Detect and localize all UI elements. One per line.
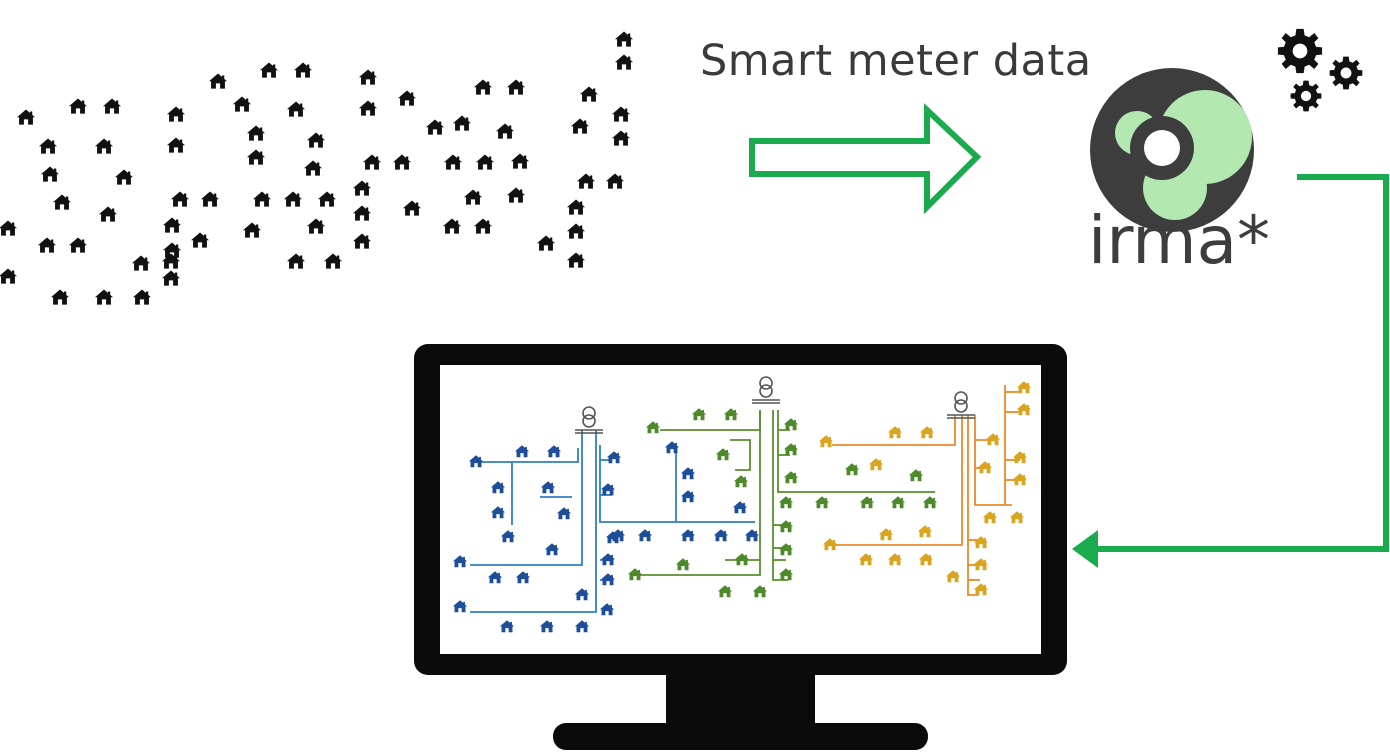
house-icon (232, 96, 252, 112)
house-icon (208, 73, 228, 89)
house-icon (38, 138, 58, 154)
house-icon (283, 191, 303, 207)
gear-icon (1277, 28, 1363, 112)
house-icon (579, 86, 599, 102)
house-icon (362, 154, 382, 170)
house-icon (317, 191, 337, 207)
feeder-line (640, 410, 761, 576)
feeder-line (967, 415, 978, 596)
house-icon (452, 115, 472, 131)
house-icon (37, 237, 57, 253)
house-icon (259, 62, 279, 78)
house-icon (506, 187, 526, 203)
monitor-icon (414, 344, 1067, 750)
feeder-line (730, 439, 751, 471)
house-icon (473, 79, 493, 95)
house-icon (68, 237, 88, 253)
smart-meter-data-label: Smart meter data (700, 36, 1092, 86)
house-icon (246, 125, 266, 141)
house-icon (614, 31, 634, 47)
feeder-line (832, 415, 956, 446)
house-icon (286, 253, 306, 269)
house-icon (614, 54, 634, 70)
feeder-line (777, 410, 935, 493)
house-icon (0, 268, 18, 284)
house-icon (443, 154, 463, 170)
feeder-line (476, 448, 579, 463)
house-icon (94, 289, 114, 305)
house-icon (162, 217, 182, 233)
house-icon (166, 137, 186, 153)
house-icon (161, 270, 181, 286)
house-icon (131, 255, 151, 271)
house-icon (303, 160, 323, 176)
house-icon (16, 109, 36, 125)
house-icon (68, 98, 88, 114)
house-icon (475, 154, 495, 170)
house-icon (200, 191, 220, 207)
house-icon (566, 199, 586, 215)
house-icon (170, 191, 190, 207)
house-icon (0, 220, 18, 236)
house-icon (536, 235, 556, 251)
house-icon (323, 253, 343, 269)
house-icon (94, 138, 114, 154)
house-field (0, 31, 634, 305)
house-icon (52, 194, 72, 210)
left-arrow-icon (1072, 530, 1098, 568)
right-arrow-icon (749, 103, 982, 215)
return-arrow-line (1095, 174, 1389, 552)
house-icon (358, 69, 378, 85)
house-icon (114, 169, 134, 185)
transformer-icon (575, 406, 603, 434)
house-icon (352, 180, 372, 196)
house-icon (605, 173, 625, 189)
house-icon (190, 232, 210, 248)
house-icon (132, 289, 152, 305)
transformer-icon (752, 376, 780, 404)
transformer-icon (947, 391, 975, 419)
feeder-line (974, 415, 1012, 506)
house-icon (463, 189, 483, 205)
irma-logo-text: irma* (1088, 202, 1271, 279)
house-icon (252, 191, 272, 207)
house-icon (98, 206, 118, 222)
house-icon (495, 123, 515, 139)
house-icon (358, 100, 378, 116)
house-icon (286, 101, 306, 117)
house-icon (306, 218, 326, 234)
house-icon (566, 252, 586, 268)
house-icon (102, 98, 122, 114)
house-icon (570, 118, 590, 134)
house-icon (510, 153, 530, 169)
house-icon (166, 106, 186, 122)
house-icon (397, 90, 417, 106)
house-icon (246, 149, 266, 165)
house-icon (611, 130, 631, 146)
house-icon (402, 200, 422, 216)
house-icon (473, 218, 493, 234)
house-icon (352, 205, 372, 221)
feeder-line (470, 430, 583, 566)
house-icon (442, 218, 462, 234)
feeder-line (599, 445, 755, 523)
feeder-line (470, 430, 597, 613)
house-icon (392, 154, 412, 170)
house-icon (425, 119, 445, 135)
house-icon (566, 223, 586, 239)
house-icon (242, 222, 262, 238)
grid-network (452, 376, 1032, 633)
house-icon (506, 79, 526, 95)
house-icon (576, 173, 596, 189)
house-icon (293, 62, 313, 78)
irma-logo (1090, 68, 1254, 232)
house-icon (40, 166, 60, 182)
feeder-line (832, 415, 963, 546)
house-icon (306, 132, 326, 148)
house-icon (50, 289, 70, 305)
house-icon (352, 233, 372, 249)
house-icon (611, 106, 631, 122)
